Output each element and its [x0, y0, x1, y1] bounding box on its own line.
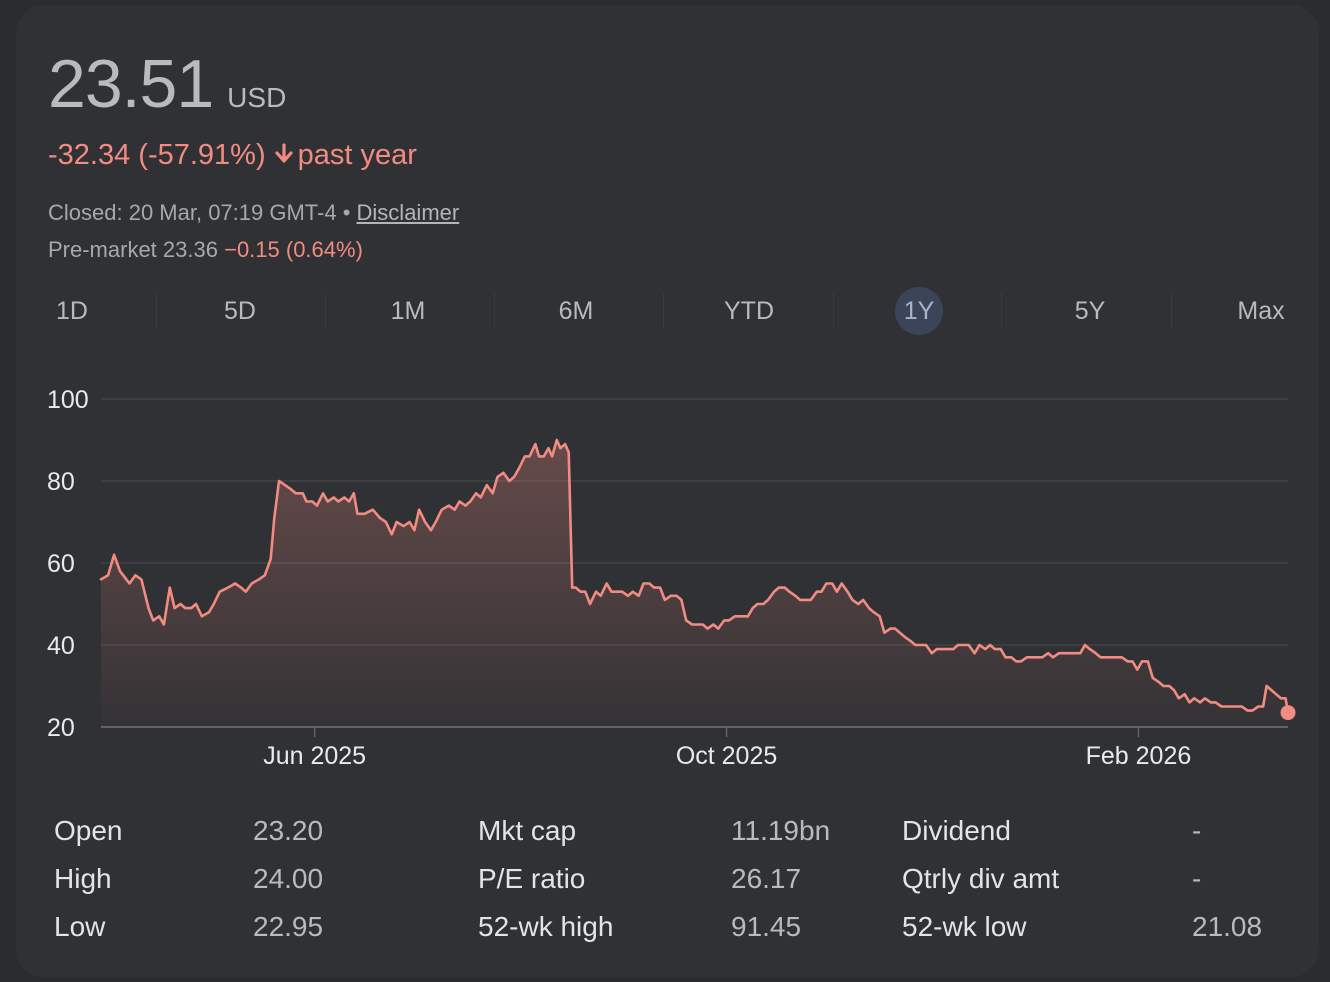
range-1m[interactable]: 1M [390, 297, 426, 325]
stat-label: Low [54, 911, 106, 942]
range-1y[interactable]: 1Y [895, 287, 943, 335]
stat-value: - [1192, 863, 1202, 894]
premarket-change: −0.15 (0.64%) [224, 237, 363, 262]
arrow-down-icon [275, 143, 293, 163]
price-row: 23.51 USD [48, 45, 286, 123]
range-divider [156, 293, 157, 329]
current-price: 23.51 [48, 46, 214, 122]
separator-dot: • [342, 200, 351, 225]
currency-code: USD [227, 82, 287, 113]
x-tick-label: Oct 2025 [676, 742, 777, 770]
stat-label: Mkt cap [478, 815, 577, 846]
y-tick-label: 80 [47, 468, 75, 496]
change-period: past year [297, 139, 417, 171]
range-selector: 1D 5D 1M 6M YTD 1Y 5Y Max [16, 287, 1319, 337]
price-chart[interactable]: 100 80 60 40 20 Jun 2025 Oct 2025 Feb 2026 [16, 365, 1319, 790]
stat-label: 52-wk high [478, 911, 614, 942]
stat-value: 23.20 [253, 815, 324, 846]
last-price-point [1280, 705, 1296, 721]
stat-label: High [54, 863, 112, 894]
range-5y[interactable]: 5Y [1074, 297, 1106, 325]
disclaimer-link[interactable]: Disclaimer [356, 200, 460, 225]
range-divider [663, 293, 664, 329]
range-divider [833, 293, 834, 329]
range-divider [1171, 293, 1172, 329]
stat-label: Open [54, 815, 123, 846]
stat-value: - [1192, 815, 1202, 846]
premarket: Pre-market 23.36 −0.15 (0.64%) [48, 237, 363, 263]
price-change: -32.34 (-57.91%) past year [48, 139, 417, 172]
stat-label: Qtrly div amt [902, 863, 1060, 894]
change-value: -32.34 (-57.91%) [48, 139, 266, 171]
range-ytd[interactable]: YTD [724, 297, 774, 325]
closed-time: Closed: 20 Mar, 07:19 GMT-4 [48, 200, 337, 225]
x-tick-label: Feb 2026 [1086, 742, 1192, 770]
stat-value: 11.19bn [731, 815, 831, 846]
stat-value: 91.45 [731, 911, 802, 942]
stat-value: 26.17 [731, 863, 802, 894]
range-divider [325, 293, 326, 329]
x-tick-label: Jun 2025 [263, 742, 366, 770]
stat-label: Dividend [902, 815, 1011, 846]
stock-card: 23.51 USD -32.34 (-57.91%) past year Close… [16, 5, 1319, 977]
range-max[interactable]: Max [1237, 297, 1285, 325]
range-5d[interactable]: 5D [224, 297, 256, 325]
market-status: Closed: 20 Mar, 07:19 GMT-4 • Disclaimer [48, 200, 459, 226]
y-tick-label: 100 [47, 386, 89, 414]
range-divider [494, 293, 495, 329]
price-line [99, 438, 1290, 714]
range-6m[interactable]: 6M [558, 297, 594, 325]
price-area [101, 440, 1288, 727]
y-tick-label: 40 [47, 632, 75, 660]
range-divider [1001, 293, 1002, 329]
stat-value: 21.08 [1192, 911, 1263, 942]
premarket-price: Pre-market 23.36 [48, 237, 218, 262]
stat-label: 52-wk low [902, 911, 1027, 942]
range-1d[interactable]: 1D [56, 297, 88, 325]
stat-value: 22.95 [253, 911, 324, 942]
y-tick-label: 20 [47, 714, 75, 742]
y-tick-label: 60 [47, 550, 75, 578]
stat-label: P/E ratio [478, 863, 586, 894]
stat-value: 24.00 [253, 863, 324, 894]
